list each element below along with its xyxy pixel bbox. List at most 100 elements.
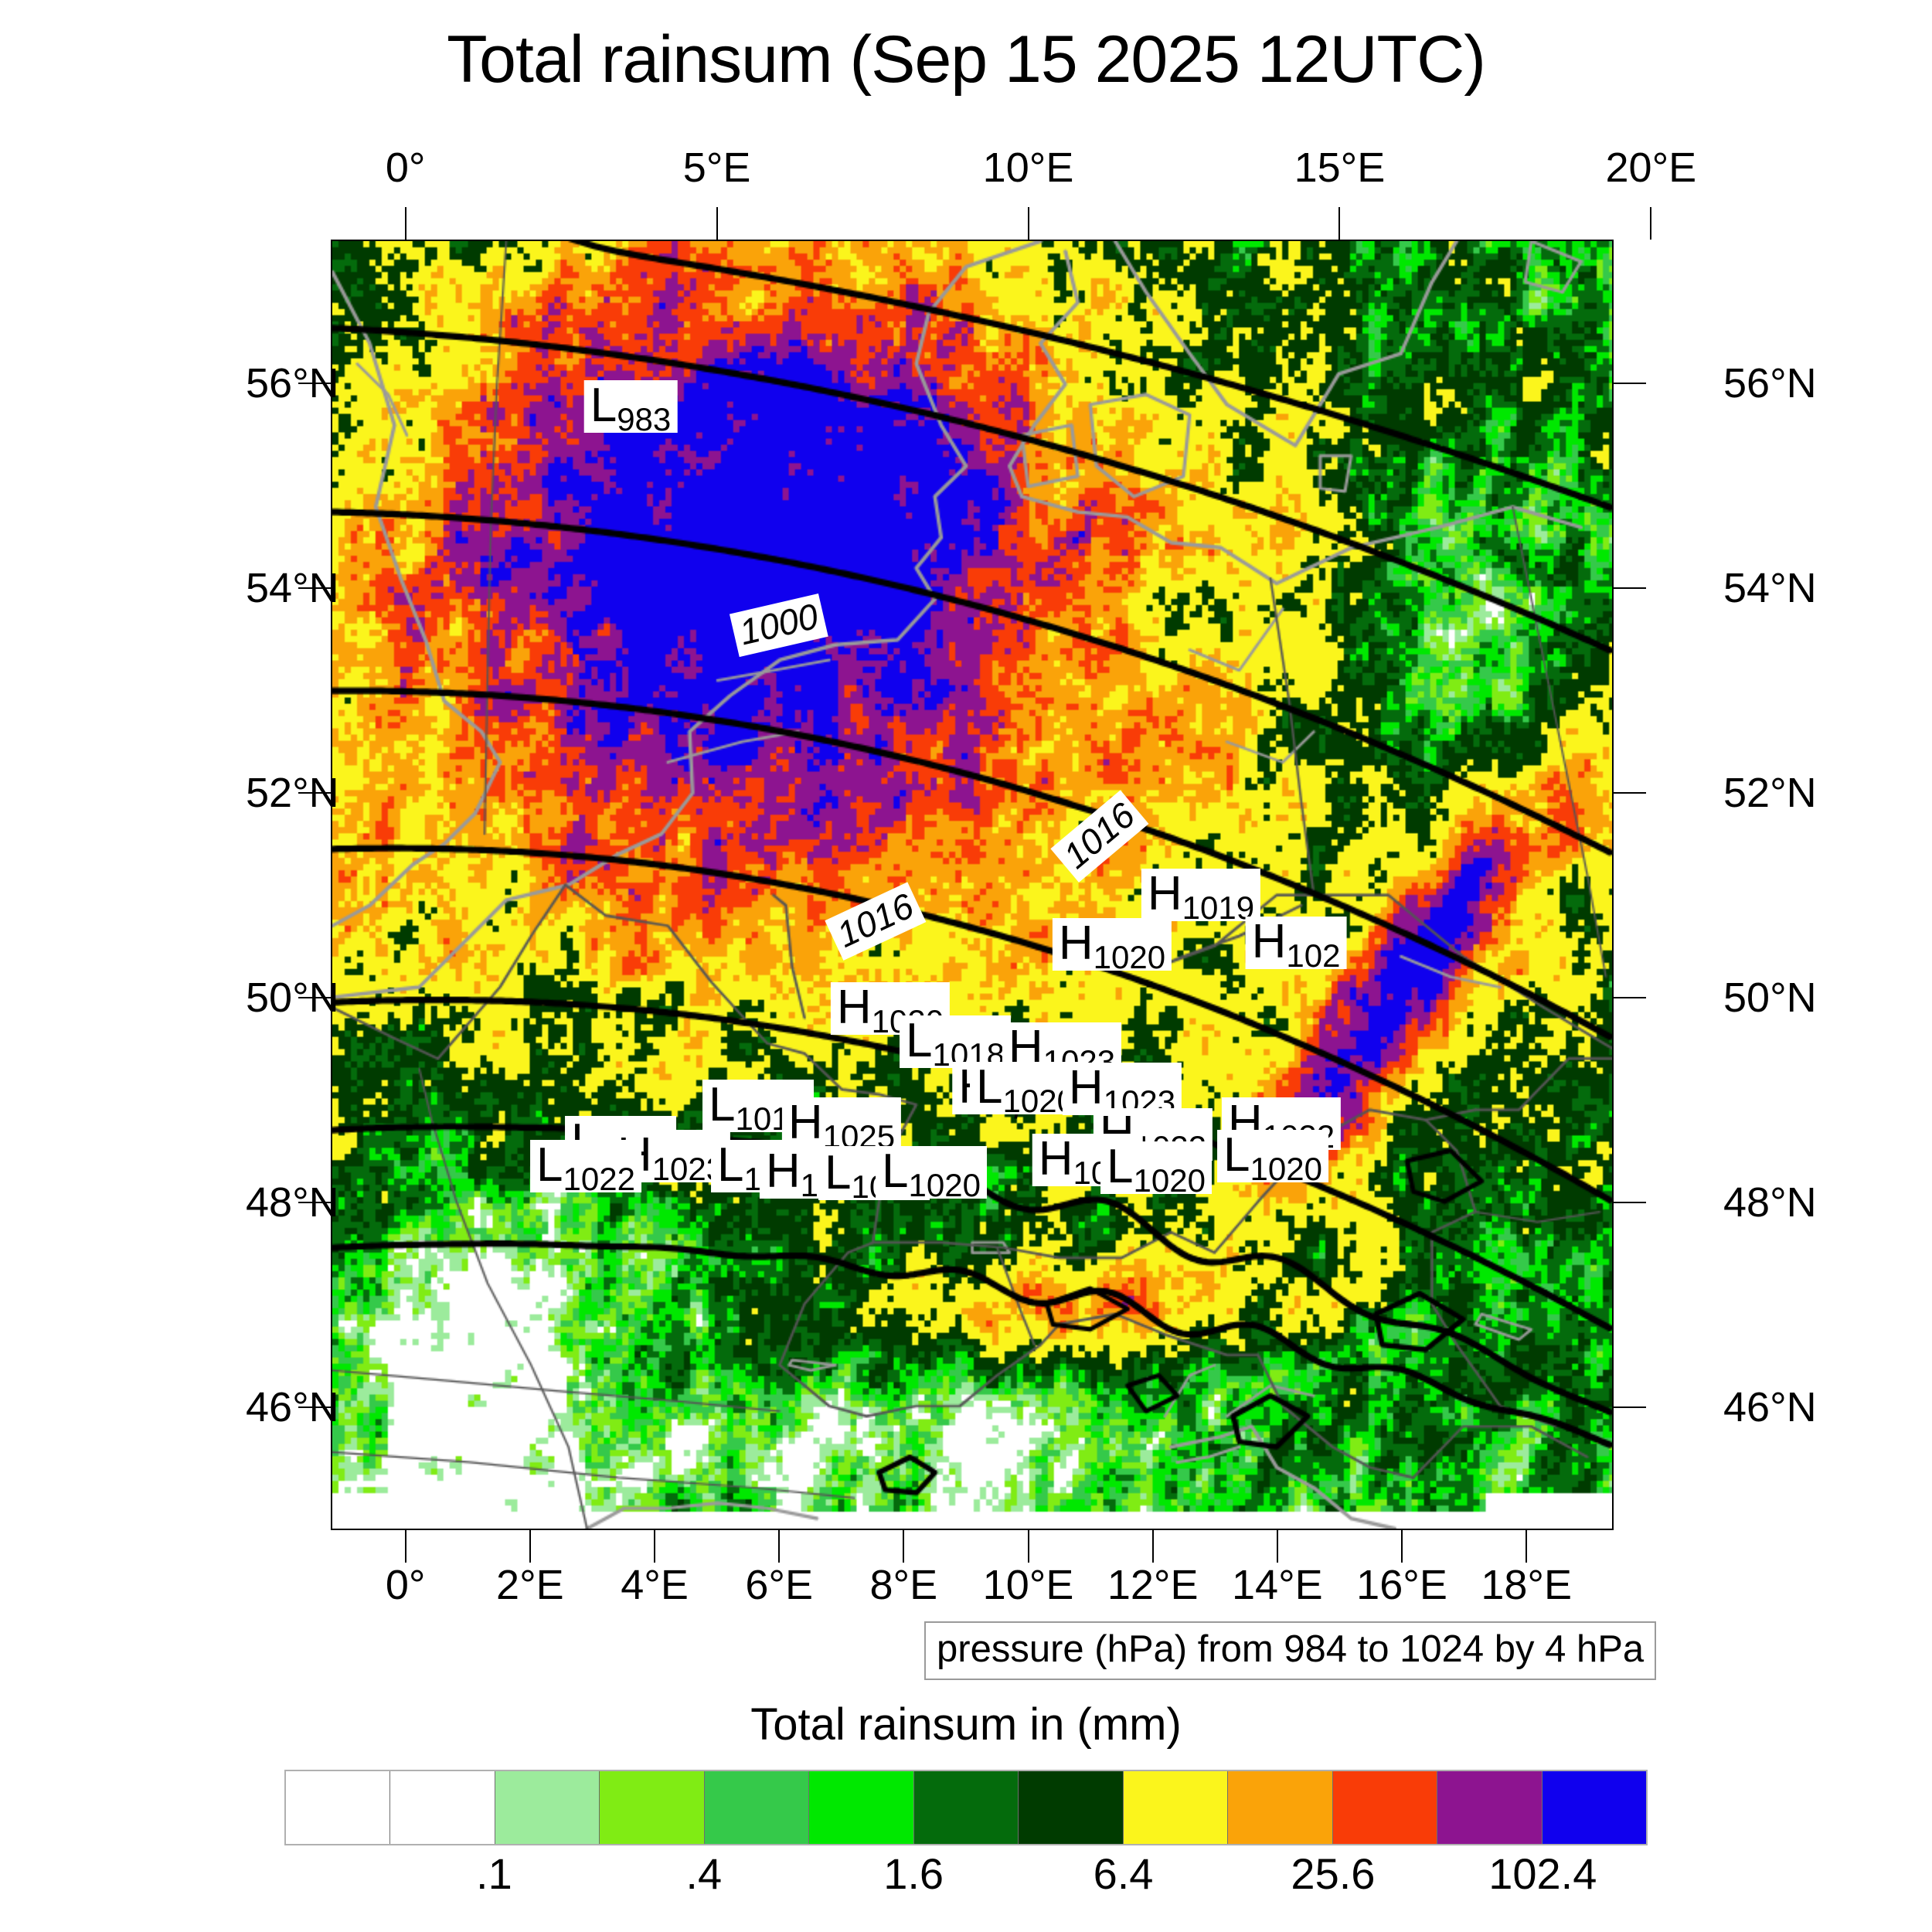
axis-tick-label: 54°N	[1723, 564, 1817, 611]
pressure-centre-type: L	[825, 1146, 852, 1199]
axis-tick-mark	[1526, 1530, 1528, 1563]
colorbar-tick-labels: .1 .4 1.6 6.4 25.6 102.4	[284, 1849, 1648, 1910]
colorbar-tick-label: 25.6	[1291, 1849, 1376, 1898]
axis-tick-mark	[654, 1530, 656, 1563]
axis-tick-mark	[529, 1530, 531, 1563]
axis-tick-mark	[1276, 1530, 1278, 1563]
pressure-centre-type: H	[765, 1145, 801, 1198]
pressure-centre-type: H	[1068, 1061, 1104, 1114]
pressure-centre-value: 1020	[908, 1167, 981, 1203]
pressure-centre-type: L	[976, 1060, 1003, 1114]
pressure-centre-value: 1020	[1250, 1151, 1322, 1187]
pressure-centre-type: H	[1058, 917, 1094, 970]
axis-tick-mark	[1027, 1530, 1029, 1563]
axis-tick-label: 10°E	[982, 145, 1074, 191]
colorbar-cell	[704, 1771, 810, 1844]
pressure-centre-label: H1019	[1141, 869, 1261, 924]
axis-tick-label: 15°E	[1294, 145, 1386, 191]
pressure-centre-label: L1020	[876, 1145, 987, 1202]
axis-tick-label: 18°E	[1481, 1562, 1573, 1608]
axis-tick-mark	[1614, 791, 1646, 794]
axis-tick-mark	[1614, 1406, 1646, 1408]
page-title: Total rainsum (Sep 15 2025 12UTC)	[447, 22, 1486, 97]
colorbar-cell	[1123, 1771, 1229, 1844]
pressure-centre-type: L	[590, 379, 617, 432]
colorbar-cell	[913, 1771, 1019, 1844]
pressure-centre-label: L1020	[1100, 1140, 1212, 1197]
axis-tick-mark	[1151, 1530, 1154, 1563]
colorbar-cell	[495, 1771, 600, 1844]
axis-tick-mark	[1338, 207, 1341, 240]
axis-tick-label: 14°E	[1232, 1562, 1323, 1608]
pressure-centre-value: 1020	[1133, 1162, 1206, 1199]
axis-tick-mark	[298, 791, 331, 794]
colorbar-title: Total rainsum in (mm)	[750, 1699, 1182, 1750]
pressure-centre-type: L	[906, 1014, 933, 1067]
axis-tick-label: 52°N	[1723, 769, 1817, 816]
axis-tick-mark	[716, 207, 718, 240]
pressure-centre-value: 1022	[563, 1161, 635, 1197]
axis-tick-mark	[1650, 207, 1652, 240]
axis-tick-mark	[1614, 382, 1646, 384]
axis-tick-label: 12°E	[1107, 1562, 1199, 1608]
axis-tick-label: 50°N	[1723, 974, 1817, 1021]
colorbar-tick-label: 102.4	[1488, 1849, 1597, 1898]
colorbar-cell	[1542, 1771, 1647, 1844]
precipitation-raster	[332, 241, 1612, 1529]
axis-tick-mark	[778, 1530, 781, 1563]
colorbar-tick-label: .1	[476, 1849, 512, 1898]
pressure-centre-type: H	[1251, 915, 1287, 968]
pressure-centre-type: L	[536, 1138, 563, 1192]
axis-tick-label: 6°E	[745, 1562, 814, 1608]
axis-tick-mark	[1614, 587, 1646, 589]
pressure-centre-label: L1022	[530, 1138, 641, 1196]
axis-tick-mark	[1614, 996, 1646, 998]
axis-tick-mark	[1401, 1530, 1403, 1563]
pressure-centre-type: H	[836, 981, 872, 1034]
axis-tick-mark	[298, 1201, 331, 1203]
pressure-centre-type: H	[787, 1096, 823, 1149]
axis-tick-mark	[298, 1406, 331, 1408]
axis-tick-label: 10°E	[982, 1562, 1074, 1608]
pressure-centre-type: L	[1107, 1140, 1134, 1193]
colorbar-cell	[1332, 1771, 1438, 1844]
axis-tick-label: 20°E	[1605, 145, 1697, 191]
axis-tick-mark	[1027, 207, 1029, 240]
colorbar-tick-label: 1.6	[883, 1849, 944, 1898]
pressure-centre-label: L1020	[1217, 1128, 1328, 1185]
axis-tick-label: 4°E	[621, 1562, 689, 1608]
pressure-centre-label: H1025	[781, 1096, 902, 1153]
axis-tick-label: 0°	[385, 1562, 426, 1608]
axis-tick-label: 46°N	[1723, 1383, 1817, 1430]
map-plot-area: 100010161016L983H1019H1020H102H1020L1018…	[331, 240, 1614, 1530]
axis-tick-mark	[1614, 1201, 1646, 1203]
colorbar-cell	[390, 1771, 495, 1844]
colorbar-cell	[600, 1771, 705, 1844]
axis-tick-label: 5°E	[682, 145, 751, 191]
axis-tick-mark	[298, 382, 331, 384]
axis-tick-mark	[404, 207, 406, 240]
pressure-centre-label: H1020	[1052, 917, 1172, 974]
axis-tick-mark	[298, 996, 331, 998]
pressure-centre-type: L	[882, 1145, 909, 1198]
pressure-centre-type: L	[717, 1138, 744, 1192]
axis-tick-mark	[404, 1530, 406, 1563]
pressure-centre-label: L1018	[900, 1014, 1011, 1071]
pressure-centre-value: 1019	[1182, 889, 1255, 926]
axis-tick-label: 48°N	[1723, 1179, 1817, 1226]
axis-tick-label: 8°E	[869, 1562, 938, 1608]
colorbar-cell	[1228, 1771, 1333, 1844]
colorbar-cell	[286, 1771, 391, 1844]
colorbar-tick-label: 6.4	[1093, 1849, 1154, 1898]
pressure-centre-label: H102	[1245, 915, 1347, 972]
pressure-centre-type: L	[709, 1078, 736, 1131]
pressure-centre-type: H	[1038, 1132, 1073, 1185]
pressure-legend-note: pressure (hPa) from 984 to 1024 by 4 hPa	[924, 1621, 1657, 1680]
colorbar-cell	[809, 1771, 914, 1844]
pressure-centre-label: L983	[583, 379, 678, 436]
axis-tick-mark	[298, 587, 331, 589]
pressure-centre-value: 102	[1286, 937, 1341, 974]
colorbar-tick-label: .4	[685, 1849, 723, 1898]
colorbar-cell	[1437, 1771, 1543, 1844]
pressure-centre-type: L	[1223, 1128, 1250, 1182]
